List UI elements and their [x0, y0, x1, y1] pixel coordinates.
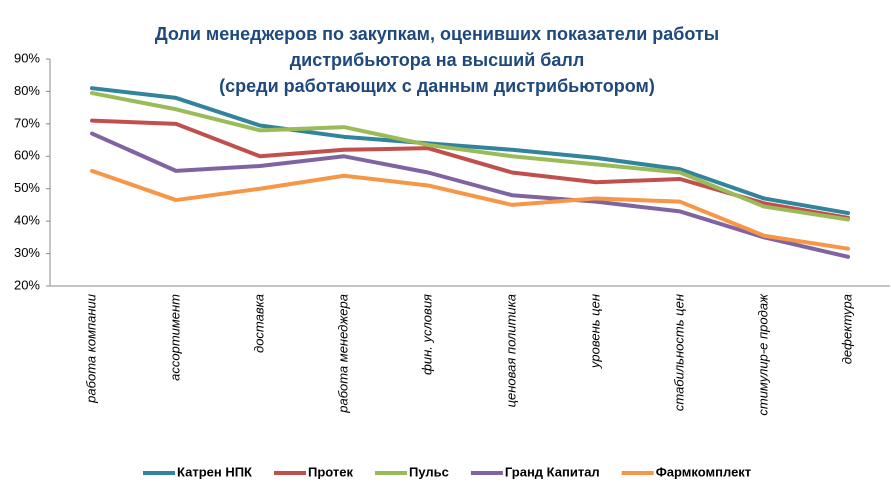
y-tick-label: 20% — [14, 277, 40, 292]
x-tick-label: доставка — [251, 294, 266, 353]
series-line — [90, 131, 850, 259]
chart-title: (среди работающих с данным дистрибьюторо… — [219, 76, 655, 96]
legend-label: Гранд Капитал — [505, 464, 600, 479]
legend-label: Протек — [308, 464, 353, 479]
chart-title: дистрибьютора на высший балл — [290, 50, 585, 70]
y-tick-label: 60% — [14, 148, 40, 163]
y-tick-label: 30% — [14, 245, 40, 260]
x-tick-label: работа менеджера — [335, 294, 350, 414]
legend-label: Катрен НПК — [177, 464, 252, 479]
x-tick-label: ассортимент — [167, 294, 182, 381]
series-line — [90, 86, 850, 216]
legend-label: Фармкомплект — [656, 464, 751, 479]
x-tick-label: фин. условия — [419, 294, 434, 375]
x-tick-label: стабильность цен — [671, 294, 686, 411]
y-tick-label: 70% — [14, 115, 40, 130]
x-tick-label: дефектура — [839, 294, 854, 364]
y-tick-label: 50% — [14, 180, 40, 195]
x-tick-label: стимулир-е продаж — [755, 293, 770, 416]
x-tick-label: уровень цен — [587, 294, 602, 369]
chart-title: Доли менеджеров по закупкам, оценивших п… — [155, 24, 719, 44]
y-tick-label: 80% — [14, 83, 40, 98]
series-line — [90, 168, 850, 251]
x-tick-label: работа компании — [83, 294, 98, 404]
x-tick-label: ценовая политика — [503, 294, 518, 407]
legend-label: Пульс — [409, 464, 449, 479]
series-line — [90, 91, 850, 222]
y-tick-label: 90% — [14, 50, 40, 65]
y-tick-label: 40% — [14, 213, 40, 228]
